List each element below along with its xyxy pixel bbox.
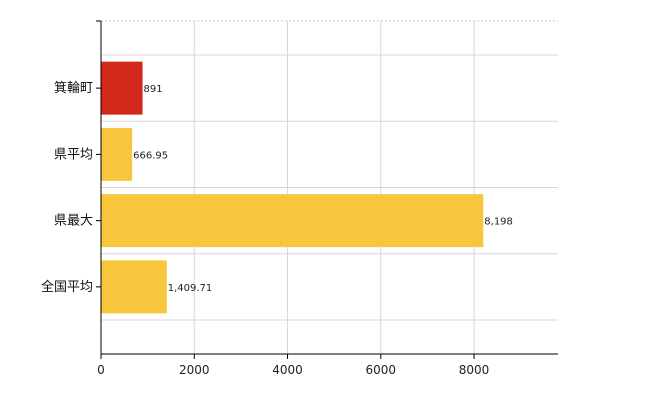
x-tick-label: 0 bbox=[97, 363, 105, 377]
category-label: 県平均 bbox=[54, 147, 93, 162]
category-label: 箕輪町 bbox=[54, 80, 93, 96]
value-label: 1,409.71 bbox=[168, 283, 213, 294]
value-label: 666.95 bbox=[133, 150, 168, 161]
value-label: 8,198 bbox=[484, 217, 513, 228]
bar bbox=[101, 61, 143, 115]
value-label: 891 bbox=[144, 84, 163, 95]
x-tick-label: 4000 bbox=[272, 363, 303, 377]
x-tick-label: 6000 bbox=[366, 363, 397, 377]
x-tick-label: 2000 bbox=[179, 363, 210, 377]
bar bbox=[101, 194, 484, 248]
bar bbox=[101, 260, 167, 314]
x-tick-label: 8000 bbox=[459, 363, 490, 377]
category-label: 県最大 bbox=[54, 214, 93, 229]
bar bbox=[101, 127, 133, 181]
category-label: 全国平均 bbox=[41, 279, 93, 295]
